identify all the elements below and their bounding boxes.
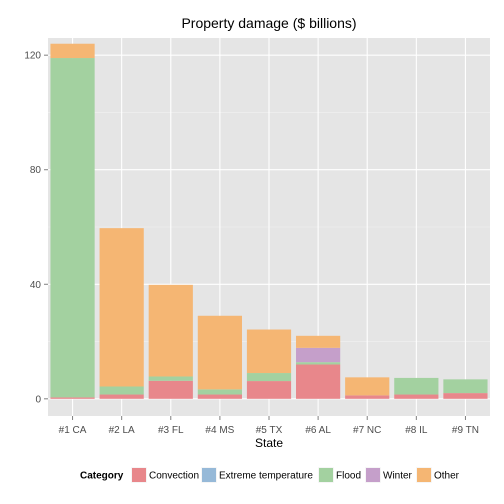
y-tick-label: 80 xyxy=(30,165,42,176)
x-tick-label: #2 LA xyxy=(109,425,135,436)
x-tick-label: #5 TX xyxy=(256,425,283,436)
bar-flood xyxy=(443,379,488,394)
bar-convection xyxy=(197,394,242,399)
bar-flood xyxy=(148,376,193,381)
bar-convection xyxy=(296,364,341,399)
x-tick-label: #4 MS xyxy=(205,425,234,436)
bar-flood xyxy=(394,377,439,395)
x-tick-label: #9 TN xyxy=(452,425,479,436)
x-tick-label: #8 IL xyxy=(405,425,428,436)
bar-flood xyxy=(296,362,341,365)
bar-flood xyxy=(99,386,144,395)
x-tick-label: #6 AL xyxy=(305,425,331,436)
legend-key-other xyxy=(417,468,431,482)
bar-other xyxy=(197,315,242,390)
bar-flood xyxy=(50,58,95,398)
x-tick-label: #3 FL xyxy=(158,425,184,436)
x-tick-label: #7 NC xyxy=(353,425,381,436)
x-tick-label: #1 CA xyxy=(59,425,87,436)
bar-other xyxy=(148,284,193,377)
legend-title: Category xyxy=(80,471,124,482)
legend-key-convection xyxy=(132,468,146,482)
bar-convection xyxy=(148,380,193,399)
bar-other xyxy=(50,43,95,59)
bar-convection xyxy=(50,397,95,399)
bar-flood xyxy=(197,389,242,395)
chart-title: Property damage ($ billions) xyxy=(181,15,356,31)
bar-convection xyxy=(345,395,390,399)
bars xyxy=(50,43,488,399)
legend-key-extreme-temperature xyxy=(202,468,216,482)
legend-label-convection: Convection xyxy=(149,471,199,482)
y-tick-label: 120 xyxy=(24,51,41,62)
x-axis: #1 CA #2 LA #3 FL #4 MS #5 TX #6 AL #7 NC #8 IL… xyxy=(59,416,479,436)
bar-convection xyxy=(443,393,488,399)
y-tick-label: 40 xyxy=(30,280,42,291)
bar-flood xyxy=(246,373,292,382)
legend: Category Convection Extreme temperature Flo… xyxy=(80,466,460,484)
bar-other xyxy=(345,377,390,396)
legend-key-winter xyxy=(366,468,380,482)
y-axis: 0 40 80 120 xyxy=(24,51,48,405)
bar-other xyxy=(246,329,292,374)
bar-other xyxy=(99,228,144,387)
bar-convection xyxy=(99,394,144,399)
bar-winter xyxy=(296,347,341,363)
legend-key-flood xyxy=(319,468,333,482)
x-axis-title: State xyxy=(255,436,283,450)
legend-label-winter: Winter xyxy=(383,471,413,482)
bar-other xyxy=(296,335,341,348)
legend-label-other: Other xyxy=(434,471,460,482)
bar-convection xyxy=(394,394,439,399)
legend-label-extreme-temperature: Extreme temperature xyxy=(219,471,313,482)
bar-convection xyxy=(246,381,292,399)
y-tick-label: 0 xyxy=(35,394,41,405)
legend-label-flood: Flood xyxy=(336,471,361,482)
